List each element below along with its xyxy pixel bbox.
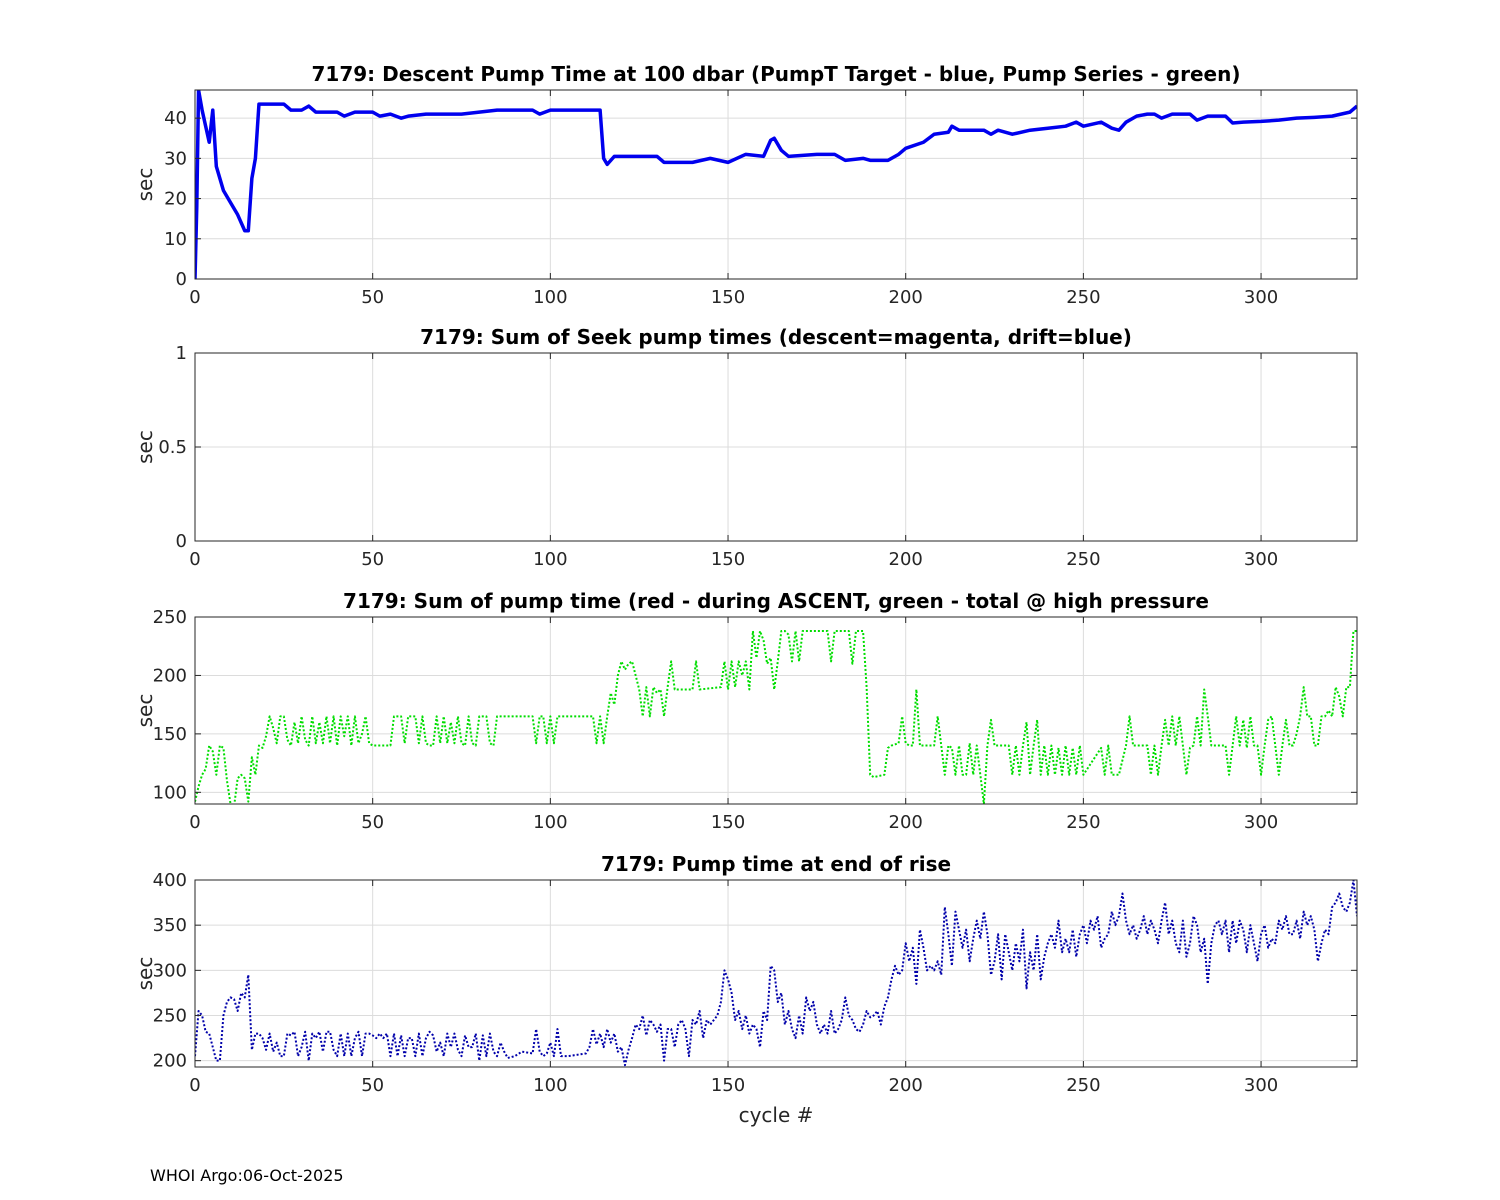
x-tick-label: 100 [533,549,567,570]
y-tick-label: 10 [164,229,187,250]
chart-panel-1: 0 50 100 150 200 250 300 0 10 20 30 40 7179: Descent… [133,62,1358,308]
x-tick-label: 300 [1244,287,1278,308]
x-tick-label: 0 [189,1075,200,1096]
x-tick-label: 50 [361,1075,384,1096]
x-tick-label: 50 [361,812,384,833]
x-tick-label: 100 [533,287,567,308]
y-tick-label: 0.5 [158,437,187,458]
x-tick-label: 150 [711,812,745,833]
series-line-1 [195,630,1357,804]
y-tick-label: 250 [153,1006,187,1027]
y-tick-label: 400 [153,870,187,891]
y-axis-label: sec [133,694,157,728]
x-tick-label: 200 [889,287,923,308]
y-tick-label: 150 [153,724,187,745]
chart-title: 7179: Descent Pump Time at 100 dbar (Pum… [312,62,1241,86]
x-tick-label: 200 [889,1075,923,1096]
y-tick-label: 350 [153,915,187,936]
y-tick-label: 300 [153,960,187,981]
y-tick-label: 100 [153,782,187,803]
y-tick-label: 250 [153,607,187,628]
y-tick-label: 200 [153,665,187,686]
x-tick-label: 250 [1066,549,1100,570]
y-tick-label: 40 [164,108,187,129]
y-tick-label: 200 [153,1051,187,1072]
y-axis-label: sec [133,430,157,464]
x-tick-label: 200 [889,549,923,570]
x-tick-label: 250 [1066,812,1100,833]
plot-area [195,90,1357,279]
x-axis-label: cycle # [739,1103,814,1127]
plot-area [195,880,1357,1067]
x-tick-label: 250 [1066,287,1100,308]
x-tick-label: 150 [711,287,745,308]
x-tick-label: 300 [1244,549,1278,570]
y-tick-label: 1 [176,343,187,364]
x-tick-label: 150 [711,1075,745,1096]
y-tick-label: 20 [164,189,187,210]
series-line-1 [195,880,1357,1067]
x-tick-label: 300 [1244,812,1278,833]
x-tick-label: 200 [889,812,923,833]
y-axis-label: sec [133,168,157,202]
x-tick-label: 0 [189,549,200,570]
x-tick-label: 150 [711,549,745,570]
chart-panel-2: 0 50 100 150 200 250 300 0 0.5 1 7179: Sum of Seek… [133,325,1358,570]
x-tick-label: 250 [1066,1075,1100,1096]
x-tick-label: 100 [533,1075,567,1096]
x-tick-label: 0 [189,812,200,833]
x-tick-label: 0 [189,287,200,308]
x-tick-label: 100 [533,812,567,833]
x-tick-label: 50 [361,287,384,308]
y-axis-label: sec [133,957,157,991]
chart-panel-3: 0 50 100 150 200 250 300 100 150 200 250 7179: Sum … [133,589,1358,833]
footer-text: WHOI Argo:06-Oct-2025 [150,1166,344,1185]
series-line-1 [195,90,1357,279]
chart-title: 7179: Sum of pump time (red - during ASC… [343,589,1209,613]
axes-frame [194,616,1358,805]
chart-panel-4: 0 50 100 150 200 250 300 200 250 300 350 400 7179: P… [133,852,1358,1127]
x-tick-label: 50 [361,549,384,570]
axes-frame [194,89,1358,280]
plot-area [195,617,1357,804]
chart-title: 7179: Sum of Seek pump times (descent=ma… [420,325,1132,349]
y-tick-label: 30 [164,148,187,169]
x-tick-label: 300 [1244,1075,1278,1096]
chart-title: 7179: Pump time at end of rise [601,852,951,876]
y-tick-label: 0 [176,269,187,290]
axes-frame [194,879,1358,1068]
y-tick-label: 0 [176,531,187,552]
